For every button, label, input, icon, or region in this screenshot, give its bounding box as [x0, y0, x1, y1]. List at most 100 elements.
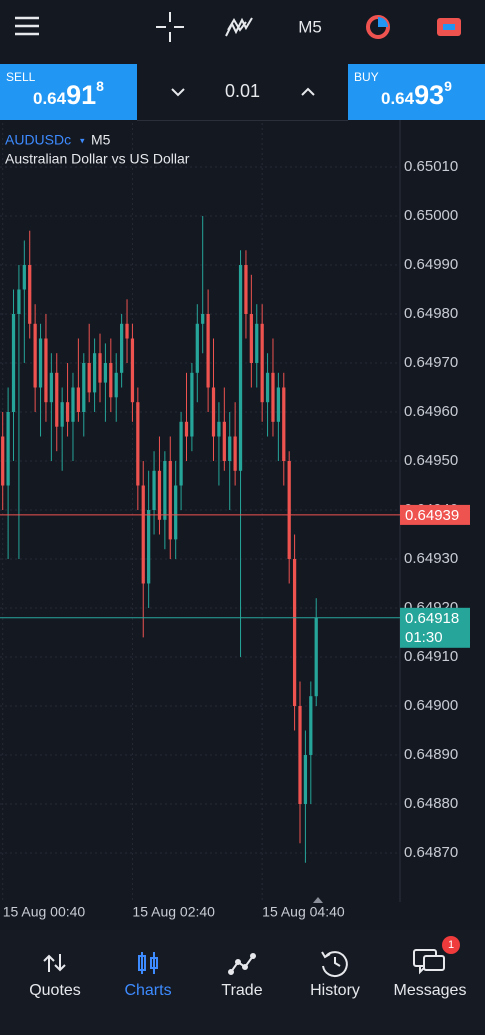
nav-item[interactable]: Quotes: [29, 982, 81, 999]
candle-body: [238, 265, 243, 471]
toolbar-timeframe[interactable]: M5: [298, 17, 322, 36]
chart-subtitle: Australian Dollar vs US Dollar: [5, 151, 190, 167]
candle-body: [82, 363, 86, 412]
buy-price-pips: 93: [414, 80, 445, 110]
candle-body: [76, 387, 80, 412]
lot-value[interactable]: 0.01: [224, 81, 261, 101]
nav-icons: 1 Quotes Charts Trade History Messages: [29, 936, 467, 999]
symbol: AUDUSDc: [5, 132, 71, 148]
candle-body: [157, 470, 162, 520]
candle-body: [6, 412, 10, 486]
candle-body: [114, 372, 118, 398]
bid-label: 0.64918: [405, 610, 459, 627]
sell-price-pips: 91: [66, 80, 97, 110]
candle-body: [109, 363, 113, 398]
buy-button[interactable]: BUY 0.64939: [348, 64, 485, 120]
badge: [442, 936, 460, 954]
candle-body: [44, 338, 48, 403]
buy-price-prefix: 0.64: [381, 89, 415, 108]
nav-item[interactable]: Messages: [394, 982, 467, 999]
top-toolbar: M5: [0, 0, 485, 62]
x-tick-label: 15 Aug 04:40: [262, 904, 345, 920]
candle-body: [130, 338, 135, 403]
candle-body: [65, 402, 70, 422]
bottom-nav: 1 Quotes Charts Trade History Messages: [0, 930, 485, 1030]
ask-label: 0.64939: [405, 507, 459, 524]
candle-body: [303, 755, 308, 804]
candle-body: [260, 323, 264, 403]
crosshair-icon[interactable]: [156, 12, 184, 42]
toolbar-icons: M5: [15, 12, 461, 42]
nav-item[interactable]: History: [310, 982, 360, 999]
y-tick-label: 0.65010: [404, 158, 458, 175]
candle-body: [190, 372, 194, 437]
candle-body: [147, 510, 151, 584]
candle-body: [33, 323, 37, 388]
menu-icon[interactable]: [15, 16, 39, 36]
lot-selector: 0.01: [137, 64, 348, 121]
candle-body: [92, 353, 97, 393]
candle-body: [103, 363, 108, 383]
y-tick-label: 0.64970: [404, 354, 458, 371]
candle-body: [152, 470, 156, 510]
candle-body: [265, 372, 270, 403]
y-tick-label: 0.64900: [404, 697, 458, 714]
chart: AUDUSDc ▾ M5 Australian Dollar vs US Dol…: [0, 118, 470, 920]
candle-body: [271, 372, 275, 422]
y-tick-label: 0.64960: [404, 403, 458, 420]
candle-body: [249, 314, 253, 363]
candle-body: [125, 323, 129, 339]
indicators-icon[interactable]: [225, 17, 253, 37]
candle-body: [298, 706, 302, 804]
quote-bar: SELL 0.64918 0.01 BUY 0.64939: [0, 64, 485, 121]
sell-button[interactable]: SELL 0.64918: [0, 64, 137, 120]
sell-price-point: 8: [96, 78, 104, 94]
trade-nav-icon: [228, 953, 256, 975]
quotes-icon: [43, 954, 66, 972]
lot-decrease[interactable]: [171, 88, 185, 97]
trade-icon[interactable]: [437, 18, 461, 36]
buy-label: BUY: [354, 70, 379, 84]
candle-body: [206, 314, 210, 388]
candle-body: [228, 436, 232, 461]
candle-body: [217, 421, 221, 437]
candle-body: [71, 387, 75, 422]
lot-increase[interactable]: [301, 87, 315, 96]
candle-body: [49, 372, 53, 403]
sell-price-prefix: 0.64: [33, 89, 67, 108]
candle-body: [179, 421, 183, 486]
countdown: 01:30: [405, 629, 443, 646]
candle-body: [11, 314, 16, 412]
candle-body: [195, 323, 199, 373]
candle-body: [211, 387, 216, 437]
scroll-marker: [313, 897, 323, 903]
buy-price-point: 9: [444, 78, 452, 94]
candle-body: [1, 436, 5, 486]
candle-body: [314, 617, 318, 697]
candle-body: [38, 338, 43, 388]
symbol-dropdown[interactable]: ▾: [80, 135, 85, 145]
lot-arrows: [171, 87, 315, 97]
ask-label-bg: [400, 504, 470, 525]
history-icon: [321, 951, 348, 978]
nav-item[interactable]: Trade: [221, 982, 262, 999]
candle-body: [233, 436, 237, 471]
sell-price: 0.64918: [33, 78, 104, 111]
x-tick-label: 15 Aug 00:40: [3, 904, 86, 920]
candle-body: [136, 402, 140, 486]
y-tick-label: 0.64930: [404, 550, 458, 567]
objects-icon[interactable]: [366, 15, 390, 39]
y-tick-label: 0.64950: [404, 452, 458, 469]
candle-body: [120, 323, 124, 373]
badge-count: 1: [448, 939, 454, 951]
y-tick-label: 0.64870: [404, 844, 458, 861]
candle-body: [60, 402, 64, 427]
y-tick-label: 0.64980: [404, 305, 458, 322]
chart-timeframe: M5: [91, 132, 111, 148]
x-tick-label: 15 Aug 02:40: [132, 904, 215, 920]
candle-body: [163, 461, 167, 520]
messages-icon: [413, 949, 445, 975]
nav-item[interactable]: Charts: [124, 982, 171, 999]
candle-body: [244, 265, 248, 314]
